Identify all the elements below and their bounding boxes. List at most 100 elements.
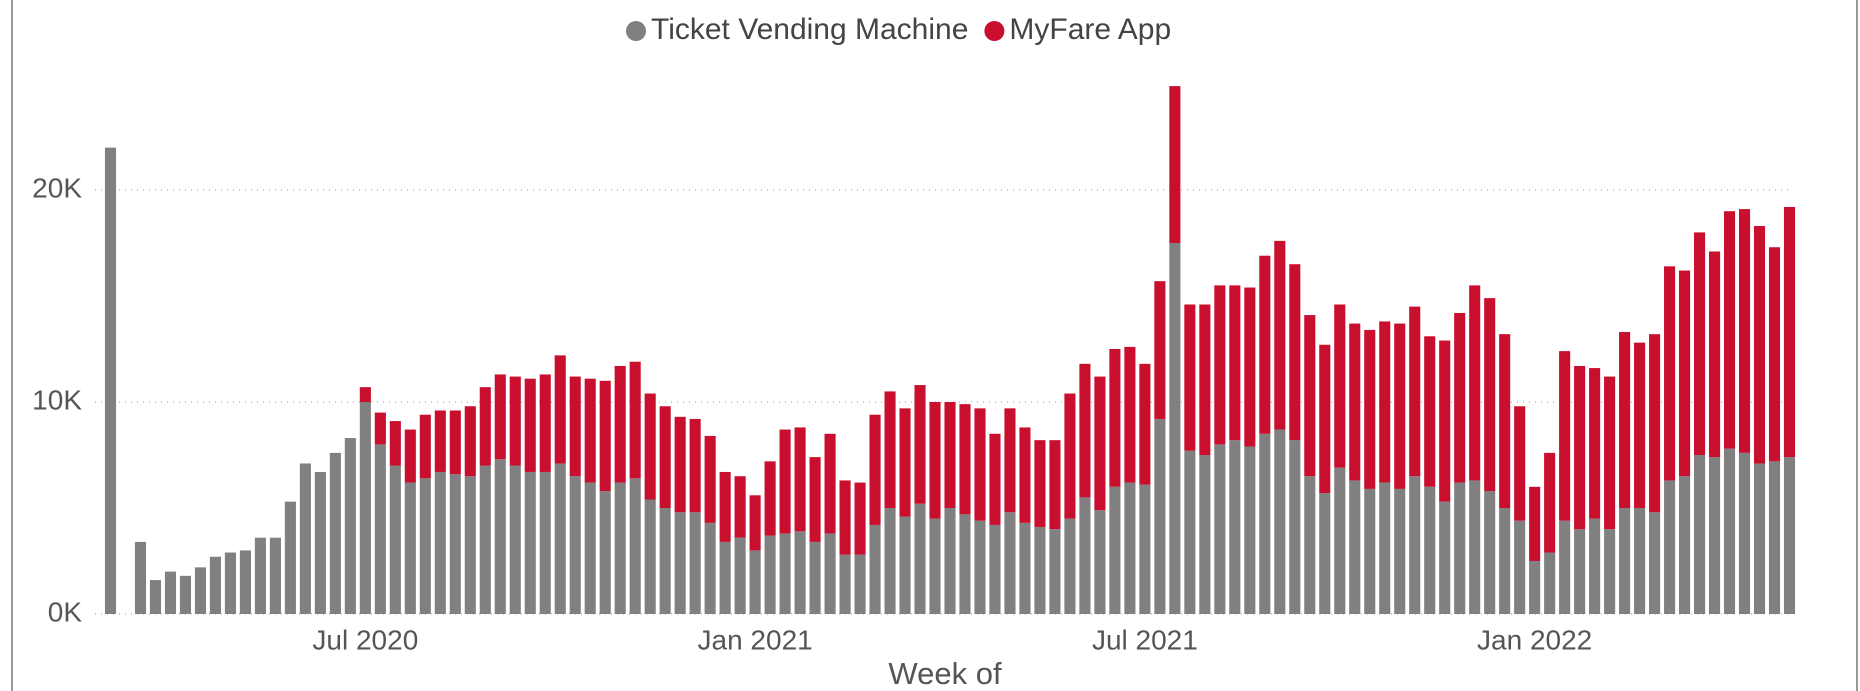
bar-segment — [404, 429, 416, 483]
bar-segment — [824, 433, 836, 534]
bar-segment — [1484, 491, 1496, 614]
bar-segment — [449, 410, 461, 475]
bar-segment — [674, 416, 686, 513]
legend-label: Ticket Vending Machine — [651, 13, 968, 46]
bar-segment — [839, 554, 851, 614]
bar-segment — [809, 457, 821, 542]
bar-segment — [1424, 336, 1436, 487]
bar-segment — [284, 501, 296, 614]
bar-segment — [1319, 344, 1331, 494]
bar-segment — [959, 514, 971, 614]
bar-segment — [1004, 512, 1016, 614]
bar-segment — [1094, 510, 1106, 614]
bar-segment — [1334, 304, 1346, 468]
bar-segment — [1034, 440, 1046, 528]
bar-segment — [134, 541, 147, 614]
bar-segment — [524, 378, 536, 472]
bar-segment — [479, 465, 491, 614]
bar-segment — [1079, 363, 1091, 498]
bar-segment — [1604, 376, 1616, 530]
bar-segment — [1514, 520, 1526, 614]
bar-segment — [1064, 393, 1076, 519]
bar-segment — [1154, 281, 1166, 419]
bar-segment — [869, 414, 881, 525]
bar-segment — [1723, 448, 1736, 614]
bar-segment — [464, 406, 476, 477]
x-tick-label: Jul 2020 — [312, 624, 418, 655]
bar-segment — [1199, 455, 1211, 614]
bar-segment — [389, 465, 401, 614]
bar-segment — [1619, 332, 1631, 508]
bar-segment — [1679, 476, 1691, 614]
bar-segment — [419, 414, 431, 479]
bar-segment — [719, 541, 731, 614]
bar-segment — [1244, 446, 1256, 614]
bar-segment — [674, 512, 686, 614]
bar-segment — [1454, 482, 1466, 614]
bar-segment — [1214, 285, 1226, 445]
bar-segment — [1559, 351, 1571, 521]
bar-segment — [1753, 463, 1766, 614]
bar-segment — [1409, 306, 1421, 477]
bar-segment — [1259, 255, 1271, 434]
bar-segment — [1694, 232, 1706, 455]
bar-segment — [794, 427, 806, 532]
bar-segment — [749, 550, 761, 614]
bar-segment — [1529, 486, 1541, 561]
y-tick-label: 10K — [32, 384, 82, 415]
bar-segment — [1214, 444, 1226, 614]
bar-segment — [1079, 497, 1091, 614]
bar-segment — [359, 387, 371, 402]
bar-segment — [1499, 508, 1511, 614]
bar-segment — [1379, 482, 1391, 614]
bar-segment — [1529, 561, 1541, 614]
bar-segment — [629, 361, 641, 479]
bar-segment — [239, 550, 251, 614]
bar-segment — [374, 444, 386, 614]
bar-segment — [1109, 349, 1121, 487]
bar-segment — [854, 482, 866, 555]
bar-segment — [1544, 552, 1556, 614]
bar-segment — [1694, 455, 1706, 614]
bar-segment — [1649, 334, 1661, 513]
bar-segment — [1738, 209, 1751, 453]
bar-segment — [1424, 486, 1436, 614]
bar-segment — [209, 556, 221, 614]
bar-segment — [659, 508, 671, 614]
bar-segment — [1544, 452, 1556, 553]
bar-segment — [554, 463, 566, 614]
bar-segment — [1154, 418, 1166, 614]
bar-segment — [779, 533, 791, 614]
bar-segment — [404, 482, 416, 614]
bar-segment — [734, 537, 746, 614]
bar-segment — [959, 404, 971, 515]
legend-marker — [984, 21, 1005, 41]
bar-segment — [1709, 457, 1721, 614]
bar-segment — [584, 378, 596, 483]
bar-segment — [734, 476, 746, 538]
bar-segment — [1049, 529, 1061, 614]
bar-segment — [689, 418, 701, 513]
bar-segment — [149, 580, 162, 614]
bar-segment — [569, 376, 581, 477]
bar-segment — [1783, 206, 1796, 458]
bar-segment — [929, 518, 941, 614]
bar-segment — [329, 452, 341, 614]
bar-segment — [704, 435, 716, 523]
bar-segment — [299, 463, 311, 614]
bar-segment — [389, 421, 401, 466]
y-tick-label: 20K — [32, 172, 82, 203]
bar-segment — [899, 516, 911, 614]
bar-segment — [1559, 520, 1571, 614]
bar-segment — [1783, 457, 1796, 614]
bar-segment — [599, 380, 611, 492]
bar-segment — [1649, 512, 1661, 614]
bar-segment — [1229, 285, 1241, 441]
bar-segment — [1124, 482, 1136, 614]
bar-segment — [1738, 452, 1751, 614]
bar-segment — [854, 554, 866, 614]
bar-segment — [494, 374, 506, 460]
bar-segment — [614, 365, 626, 483]
bar-segment — [1394, 323, 1406, 489]
bar-segment — [1184, 304, 1196, 451]
